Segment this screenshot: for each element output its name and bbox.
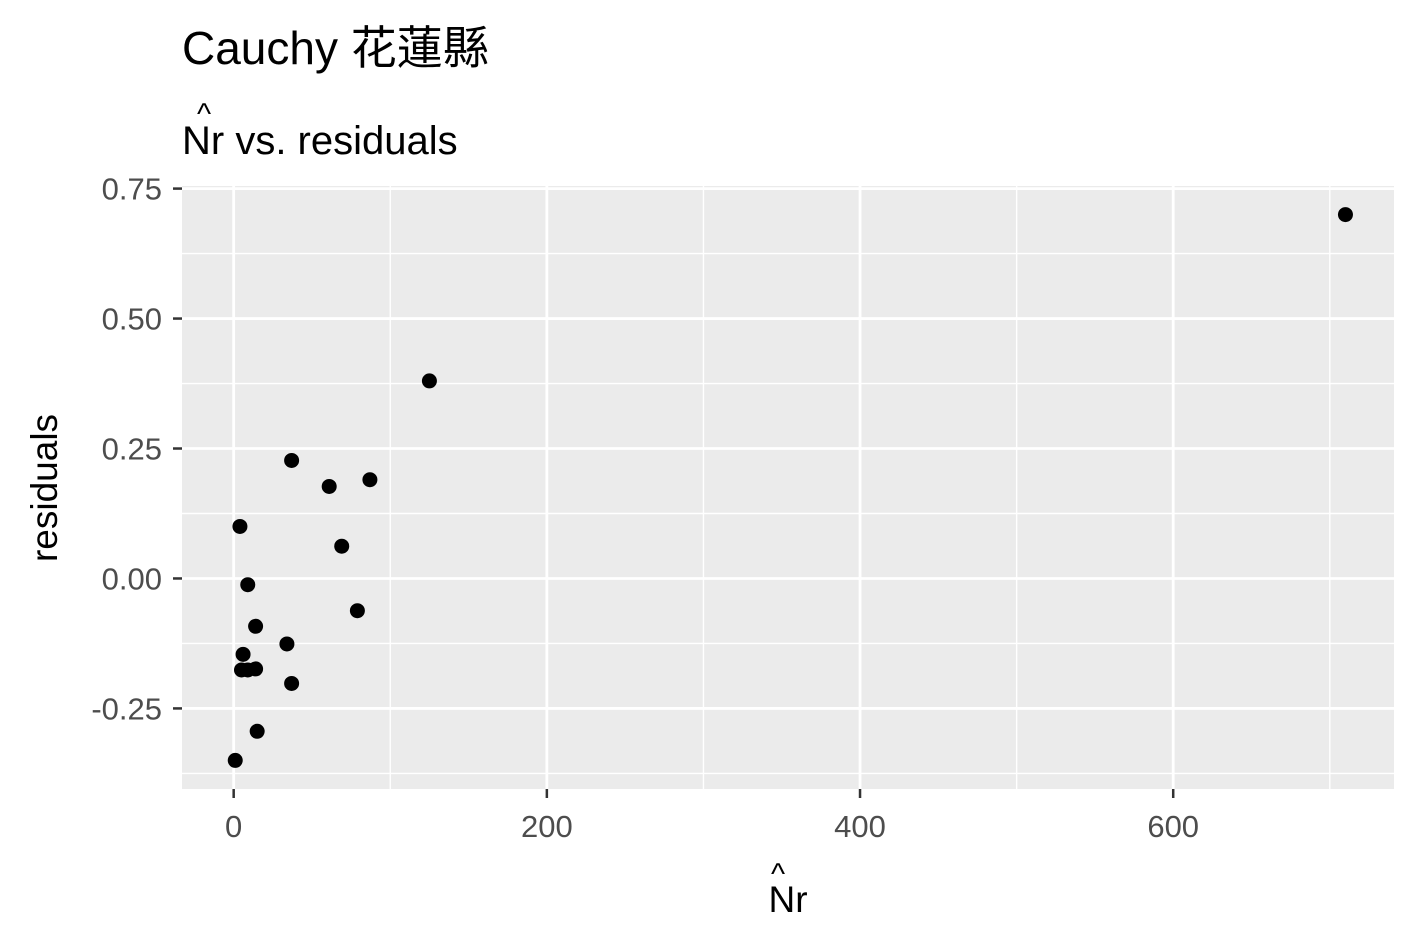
data-points <box>227 207 1353 768</box>
x-axis-title: Nr <box>768 879 807 920</box>
y-tick-label: 0.25 <box>102 432 162 467</box>
data-point <box>284 452 300 468</box>
data-point <box>240 577 256 593</box>
major-gridlines <box>182 186 1394 789</box>
chart-title: Cauchy 花蓮縣 <box>182 22 489 74</box>
y-tick-label: 0.75 <box>102 172 162 207</box>
y-tick-label: -0.25 <box>91 691 162 726</box>
minor-gridlines <box>182 186 1394 789</box>
data-point <box>362 472 378 488</box>
y-axis-title: residuals <box>24 414 65 562</box>
plot-panel <box>182 186 1394 789</box>
data-point <box>279 636 295 652</box>
chart-subtitle: Nr vs. residuals <box>182 119 458 163</box>
data-point <box>249 723 265 739</box>
x-tick-label: 600 <box>1147 809 1199 844</box>
data-point <box>321 478 337 494</box>
data-point <box>284 675 300 691</box>
data-point <box>248 661 264 677</box>
data-point <box>421 373 437 389</box>
x-tick-label: 200 <box>521 809 573 844</box>
data-point <box>334 538 350 554</box>
data-point <box>232 518 248 534</box>
y-tick-label: 0.50 <box>102 302 162 337</box>
data-point <box>248 618 264 634</box>
x-axis-title-hat: ^ <box>771 858 785 891</box>
data-point <box>1337 207 1353 223</box>
x-axis: 0 200 400 600 <box>225 789 1199 844</box>
data-point <box>349 603 365 619</box>
y-tick-label: 0.00 <box>102 561 162 596</box>
x-tick-label: 400 <box>834 809 886 844</box>
subtitle-hat: ^ <box>197 98 211 131</box>
y-axis: -0.25 0.00 0.25 0.50 0.75 <box>91 172 182 726</box>
data-point <box>227 752 243 768</box>
x-tick-label: 0 <box>225 809 242 844</box>
data-point <box>235 646 251 662</box>
